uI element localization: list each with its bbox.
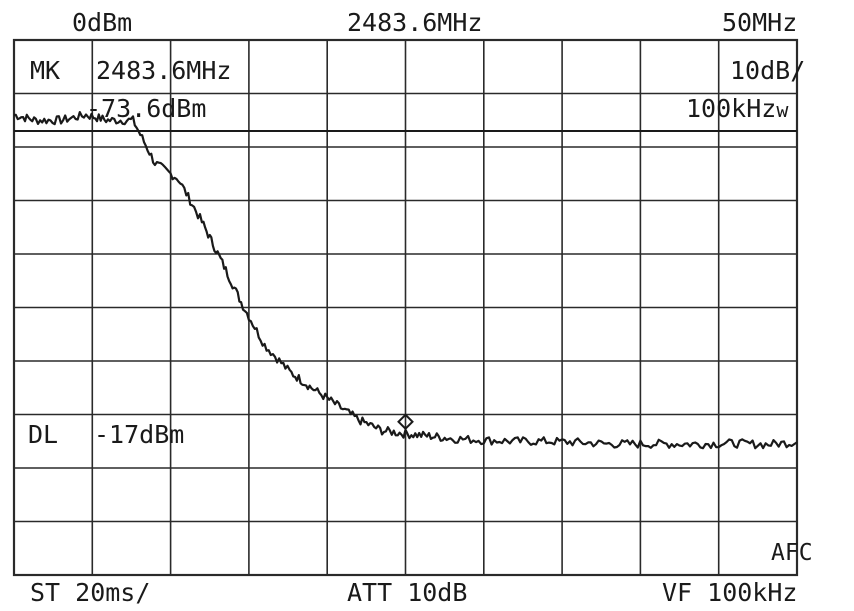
rbw-suffix: w	[776, 98, 789, 122]
marker-label: MK	[30, 56, 61, 85]
span-label: 50MHz	[722, 8, 798, 37]
video-filter-label: VF 100kHz	[662, 578, 798, 607]
afc-label: AFC	[771, 540, 813, 566]
display-line-label: DL	[28, 420, 59, 449]
scale-label: 10dB/	[730, 56, 806, 85]
rbw-value: 100kHz	[686, 94, 777, 123]
center-freq-label: 2483.6MHz	[347, 8, 483, 37]
spectrum-trace	[13, 110, 798, 450]
sweep-time-label: ST 20ms/	[30, 578, 151, 607]
attenuation-label: ATT 10dB	[347, 578, 468, 607]
marker-diamond-icon	[397, 413, 414, 431]
graticule	[12, 38, 799, 577]
ref-level-label: 0dBm	[72, 8, 133, 37]
rbw-label: 100kHzw	[686, 96, 788, 121]
display-line-value: -17dBm	[94, 420, 185, 449]
marker-freq: 2483.6MHz	[96, 56, 232, 85]
marker-level: -73.6dBm	[86, 94, 207, 123]
